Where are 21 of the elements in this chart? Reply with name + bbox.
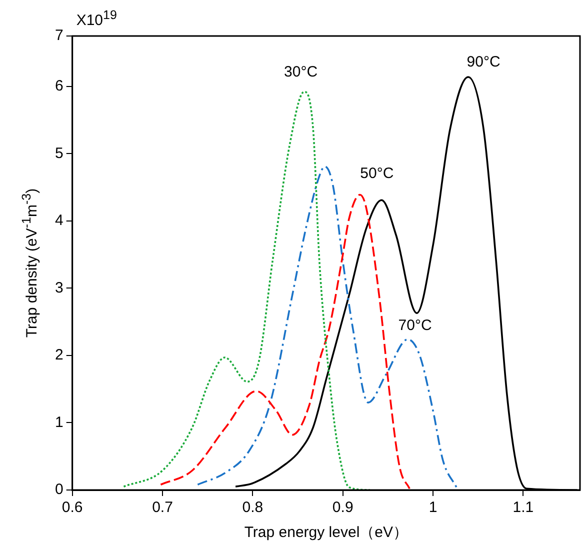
x-axis-title: Trap energy level（eV） [244,524,408,542]
x-tick-label: 0.9 [332,499,354,516]
x-tick-label: 1.1 [512,499,534,516]
x-tick-label: 0.6 [62,499,83,516]
series-label: 70°C [398,317,432,334]
y-tick-label: 0 [55,481,64,498]
x-tick-label: 0.8 [242,499,264,516]
y-tick-label: 3 [55,279,64,296]
y-tick-label: 5 [55,144,64,162]
series-label: 30°C [284,64,318,81]
y-tick-label: 1 [55,414,64,431]
text: X10$^{19}$ [76,8,117,29]
y-tick-label: 4 [55,212,64,230]
y-tick-label: 7 [55,27,64,44]
x-tick-label: 0.7 [152,499,173,516]
x-tick-label: 1 [428,499,438,516]
series-label: 90°C [466,54,500,71]
line-series [196,166,458,488]
series-label: 50°C [360,164,394,182]
y-tick-label: 2 [55,346,64,364]
y-tick-label: 6 [55,78,64,95]
